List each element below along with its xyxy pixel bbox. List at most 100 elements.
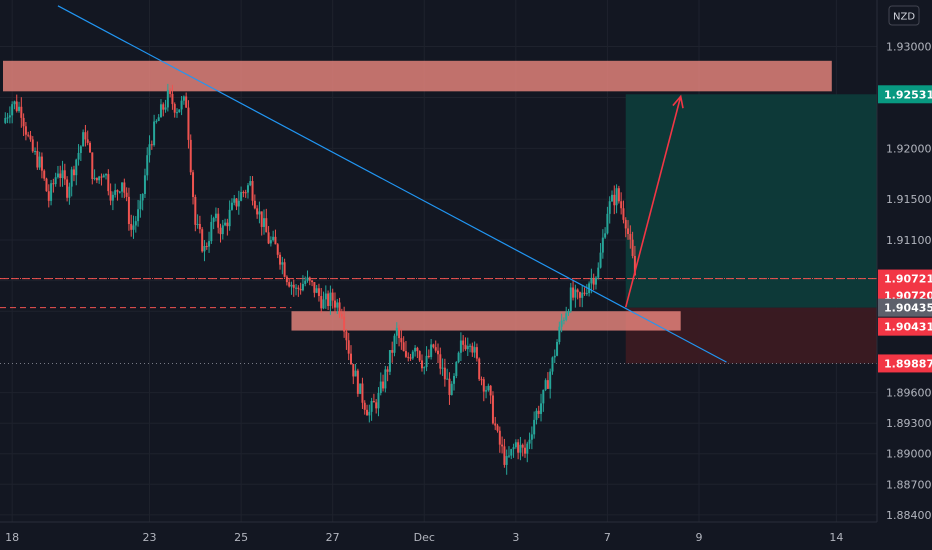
candle-204 [471, 345, 474, 353]
candle-55 [130, 224, 133, 230]
candle-173 [400, 338, 403, 343]
candle-26 [63, 170, 66, 180]
zone-0[interactable] [3, 60, 832, 92]
candle-96 [224, 222, 227, 226]
candle-129 [299, 288, 302, 291]
candle-140 [324, 293, 327, 300]
candle-11 [29, 135, 32, 140]
candle-214 [494, 423, 497, 426]
candle-21 [52, 183, 55, 185]
candle-248 [572, 287, 575, 298]
currency-label[interactable]: NZD [888, 5, 920, 26]
candle-78 [182, 96, 185, 101]
candle-238 [549, 371, 552, 389]
y-tick-label-9: 1.89000 [886, 448, 932, 461]
candle-86 [201, 229, 204, 252]
candle-39 [93, 177, 96, 179]
y-tick-label-8: 1.89300 [886, 417, 932, 430]
candle-49 [116, 190, 119, 192]
candle-19 [47, 191, 50, 201]
candle-9 [24, 126, 27, 135]
candle-153 [354, 370, 357, 377]
candle-209 [482, 379, 485, 392]
candle-245 [565, 313, 568, 320]
candle-52 [123, 182, 126, 193]
candle-28 [68, 186, 71, 198]
candle-195 [450, 383, 453, 395]
candle-227 [524, 447, 526, 454]
candle-117 [272, 236, 275, 241]
candle-258 [594, 277, 597, 285]
target-arrow[interactable] [624, 96, 682, 308]
candle-108 [251, 181, 254, 201]
candle-272 [627, 228, 630, 235]
candle-12 [31, 139, 34, 152]
candle-205 [473, 347, 476, 353]
candle-64 [150, 144, 153, 146]
candle-27 [66, 179, 69, 198]
candle-95 [221, 225, 224, 235]
candle-32 [77, 152, 80, 160]
candle-92 [214, 213, 217, 219]
candle-191 [441, 367, 444, 369]
candle-188 [434, 347, 437, 351]
candle-97 [226, 222, 229, 227]
candle-271 [624, 219, 627, 229]
candle-91 [212, 218, 215, 222]
candle-104 [242, 192, 245, 194]
candle-266 [613, 194, 616, 206]
candle-193 [446, 378, 449, 380]
zone-1[interactable] [291, 311, 681, 331]
candles [4, 83, 636, 475]
candle-44 [105, 174, 108, 176]
candle-203 [469, 345, 472, 347]
candle-69 [162, 104, 165, 110]
candle-176 [407, 356, 410, 358]
candle-259 [597, 267, 600, 278]
candle-36 [86, 139, 89, 143]
candle-111 [258, 211, 261, 215]
candle-134 [311, 280, 314, 283]
drawings[interactable] [57, 5, 727, 363]
y-tick-label-4: 1.91100 [886, 234, 932, 247]
candle-45 [107, 174, 110, 192]
y-tick-label-11: 1.88400 [886, 509, 932, 522]
candle-58 [137, 209, 140, 222]
x-tick-label-0: 18 [5, 531, 19, 544]
candle-197 [455, 362, 458, 376]
candle-257 [592, 277, 595, 285]
candle-47 [111, 194, 114, 201]
candle-127 [295, 287, 298, 289]
candle-113 [263, 218, 265, 227]
candle-240 [553, 355, 556, 358]
candle-206 [475, 347, 478, 359]
candle-181 [418, 351, 421, 361]
candle-144 [333, 300, 336, 308]
candle-149 [345, 331, 348, 341]
price-tag-label-5: 1.89887 [884, 357, 932, 370]
target-box [625, 94, 877, 308]
candle-50 [118, 191, 121, 193]
candle-169 [391, 350, 394, 353]
candle-136 [315, 288, 318, 293]
candle-126 [292, 284, 295, 288]
trendline[interactable] [57, 5, 727, 363]
candle-80 [187, 107, 190, 140]
candle-194 [448, 378, 451, 395]
price-tag-label-0: 1.92531 [884, 88, 932, 101]
candle-241 [556, 341, 559, 356]
candle-24 [59, 173, 62, 178]
candle-244 [562, 319, 565, 321]
candle-4 [13, 101, 16, 105]
candle-25 [61, 170, 64, 178]
candle-48 [114, 190, 117, 195]
axes [0, 0, 878, 523]
candle-163 [377, 393, 380, 409]
candle-208 [480, 379, 483, 381]
candle-143 [331, 292, 334, 301]
candle-175 [404, 351, 407, 357]
zones[interactable] [3, 60, 832, 331]
candle-274 [631, 239, 634, 256]
candle-79 [185, 96, 188, 108]
